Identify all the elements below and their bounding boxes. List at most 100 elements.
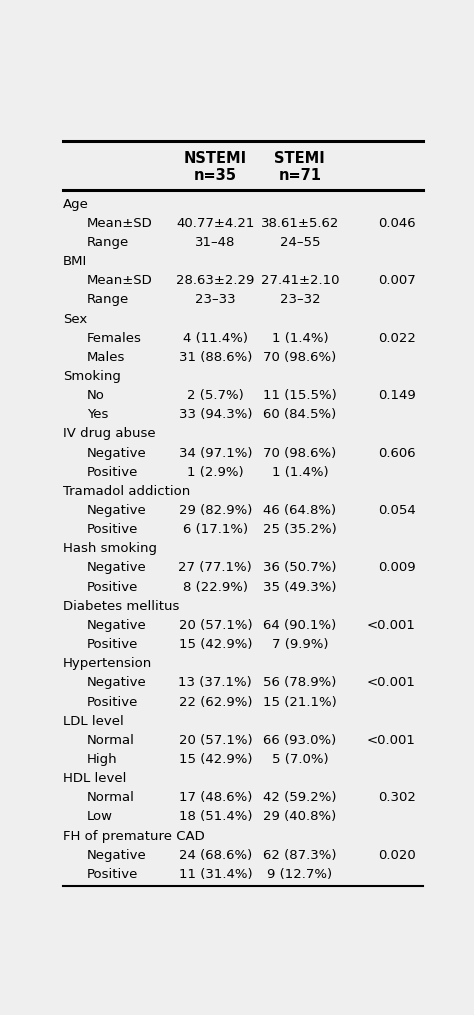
- Text: Range: Range: [87, 293, 129, 307]
- Text: 8 (22.9%): 8 (22.9%): [183, 581, 248, 594]
- Text: 15 (42.9%): 15 (42.9%): [179, 753, 252, 766]
- Text: 34 (97.1%): 34 (97.1%): [179, 447, 252, 460]
- Text: 0.009: 0.009: [378, 561, 416, 574]
- Text: 33 (94.3%): 33 (94.3%): [179, 408, 252, 421]
- Text: 18 (51.4%): 18 (51.4%): [179, 810, 252, 823]
- Text: Smoking: Smoking: [63, 370, 121, 383]
- Text: 15 (21.1%): 15 (21.1%): [263, 695, 337, 708]
- Text: 20 (57.1%): 20 (57.1%): [179, 734, 252, 747]
- Text: 0.022: 0.022: [378, 332, 416, 345]
- Text: Negative: Negative: [87, 504, 146, 517]
- Text: 35 (49.3%): 35 (49.3%): [263, 581, 337, 594]
- Text: 31–48: 31–48: [195, 235, 236, 249]
- Text: IV drug abuse: IV drug abuse: [63, 427, 155, 441]
- Text: 22 (62.9%): 22 (62.9%): [179, 695, 252, 708]
- Text: 1 (2.9%): 1 (2.9%): [187, 466, 244, 479]
- Text: 2 (5.7%): 2 (5.7%): [187, 389, 244, 402]
- Text: Age: Age: [63, 198, 89, 211]
- Text: 27.41±2.10: 27.41±2.10: [261, 274, 339, 287]
- Text: Sex: Sex: [63, 313, 87, 326]
- Text: 25 (35.2%): 25 (35.2%): [263, 523, 337, 536]
- Text: LDL level: LDL level: [63, 715, 124, 728]
- Text: Females: Females: [87, 332, 142, 345]
- Text: 29 (40.8%): 29 (40.8%): [263, 810, 337, 823]
- Text: 70 (98.6%): 70 (98.6%): [263, 447, 337, 460]
- Text: 11 (31.4%): 11 (31.4%): [179, 868, 252, 881]
- Text: 13 (37.1%): 13 (37.1%): [179, 676, 252, 689]
- Text: 7 (9.9%): 7 (9.9%): [272, 638, 328, 651]
- Text: Positive: Positive: [87, 638, 138, 651]
- Text: 0.007: 0.007: [378, 274, 416, 287]
- Text: 0.020: 0.020: [378, 849, 416, 862]
- Text: Hash smoking: Hash smoking: [63, 542, 157, 555]
- Text: 1 (1.4%): 1 (1.4%): [272, 466, 328, 479]
- Text: Mean±SD: Mean±SD: [87, 274, 153, 287]
- Text: 56 (78.9%): 56 (78.9%): [263, 676, 337, 689]
- Text: 5 (7.0%): 5 (7.0%): [272, 753, 328, 766]
- Text: 42 (59.2%): 42 (59.2%): [263, 792, 337, 804]
- Text: 31 (88.6%): 31 (88.6%): [179, 351, 252, 363]
- Text: 0.302: 0.302: [378, 792, 416, 804]
- Text: 1 (1.4%): 1 (1.4%): [272, 332, 328, 345]
- Text: Positive: Positive: [87, 581, 138, 594]
- Text: Normal: Normal: [87, 792, 135, 804]
- Text: <0.001: <0.001: [367, 619, 416, 632]
- Text: <0.001: <0.001: [367, 676, 416, 689]
- Text: Hypertension: Hypertension: [63, 657, 152, 670]
- Text: 36 (50.7%): 36 (50.7%): [263, 561, 337, 574]
- Text: Negative: Negative: [87, 676, 146, 689]
- Text: 0.046: 0.046: [378, 217, 416, 229]
- Text: 0.149: 0.149: [378, 389, 416, 402]
- Text: Yes: Yes: [87, 408, 108, 421]
- Text: 20 (57.1%): 20 (57.1%): [179, 619, 252, 632]
- Text: 46 (64.8%): 46 (64.8%): [263, 504, 337, 517]
- Text: 28.63±2.29: 28.63±2.29: [176, 274, 255, 287]
- Text: High: High: [87, 753, 118, 766]
- Text: Normal: Normal: [87, 734, 135, 747]
- Text: 23–33: 23–33: [195, 293, 236, 307]
- Text: Diabetes mellitus: Diabetes mellitus: [63, 600, 179, 613]
- Text: FH of premature CAD: FH of premature CAD: [63, 829, 205, 842]
- Text: 62 (87.3%): 62 (87.3%): [263, 849, 337, 862]
- Text: n=35: n=35: [194, 168, 237, 184]
- Text: 0.606: 0.606: [378, 447, 416, 460]
- Text: Positive: Positive: [87, 695, 138, 708]
- Text: Males: Males: [87, 351, 125, 363]
- Text: 17 (48.6%): 17 (48.6%): [179, 792, 252, 804]
- Text: BMI: BMI: [63, 255, 87, 268]
- Text: Negative: Negative: [87, 561, 146, 574]
- Text: 0.054: 0.054: [378, 504, 416, 517]
- Text: 60 (84.5%): 60 (84.5%): [263, 408, 337, 421]
- Text: NSTEMI: NSTEMI: [184, 151, 247, 166]
- Text: 29 (82.9%): 29 (82.9%): [179, 504, 252, 517]
- Text: HDL level: HDL level: [63, 772, 126, 785]
- Text: 24–55: 24–55: [280, 235, 320, 249]
- Text: Range: Range: [87, 235, 129, 249]
- Text: STEMI: STEMI: [274, 151, 325, 166]
- Text: 23–32: 23–32: [280, 293, 320, 307]
- Text: Negative: Negative: [87, 619, 146, 632]
- Text: 9 (12.7%): 9 (12.7%): [267, 868, 332, 881]
- Text: 40.77±4.21: 40.77±4.21: [176, 217, 255, 229]
- Text: Mean±SD: Mean±SD: [87, 217, 153, 229]
- Text: Tramadol addiction: Tramadol addiction: [63, 485, 190, 498]
- Text: 15 (42.9%): 15 (42.9%): [179, 638, 252, 651]
- Text: 38.61±5.62: 38.61±5.62: [261, 217, 339, 229]
- Text: <0.001: <0.001: [367, 734, 416, 747]
- Text: 4 (11.4%): 4 (11.4%): [183, 332, 248, 345]
- Text: 6 (17.1%): 6 (17.1%): [183, 523, 248, 536]
- Text: Negative: Negative: [87, 849, 146, 862]
- Text: Positive: Positive: [87, 466, 138, 479]
- Text: 24 (68.6%): 24 (68.6%): [179, 849, 252, 862]
- Text: Low: Low: [87, 810, 113, 823]
- Text: 11 (15.5%): 11 (15.5%): [263, 389, 337, 402]
- Text: 66 (93.0%): 66 (93.0%): [263, 734, 337, 747]
- Text: Positive: Positive: [87, 868, 138, 881]
- Text: n=71: n=71: [278, 168, 321, 184]
- Text: 27 (77.1%): 27 (77.1%): [179, 561, 252, 574]
- Text: 64 (90.1%): 64 (90.1%): [263, 619, 337, 632]
- Text: Positive: Positive: [87, 523, 138, 536]
- Text: 70 (98.6%): 70 (98.6%): [263, 351, 337, 363]
- Text: No: No: [87, 389, 105, 402]
- Text: Negative: Negative: [87, 447, 146, 460]
